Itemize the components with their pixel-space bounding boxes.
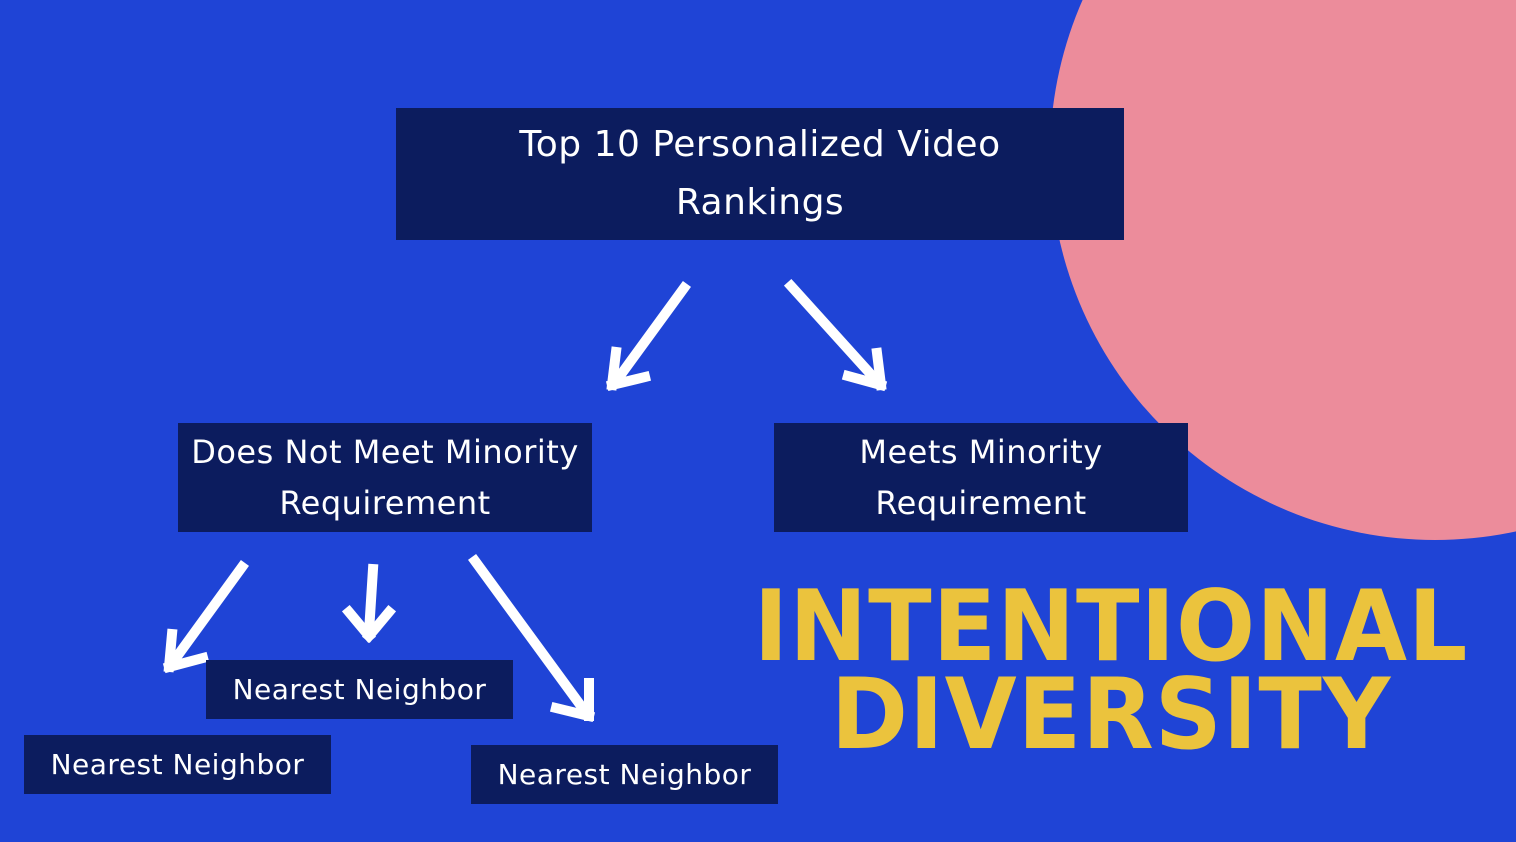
arrow-left-to-nn-far-left (162, 560, 249, 674)
meets-line-2: Requirement (875, 483, 1087, 522)
arrow-left-to-nn-right (468, 554, 596, 723)
root-line-1: Top 10 Personalized Video (519, 124, 1001, 165)
nearest-neighbor-label: Nearest Neighbor (497, 758, 752, 791)
does-not-meet-box: Does Not Meet Minority Requirement (178, 423, 592, 532)
nearest-neighbor-label: Nearest Neighbor (50, 748, 305, 781)
meets-line-1: Meets Minority (859, 432, 1103, 471)
meets-requirement-box: Meets Minority Requirement (774, 423, 1188, 532)
arrow-root-to-right (783, 278, 888, 392)
does-not-meet-line-1: Does Not Meet Minority (191, 432, 579, 471)
nearest-neighbor-label: Nearest Neighbor (232, 673, 487, 706)
arrow-left-to-nn-middle (341, 563, 397, 644)
nearest-neighbor-box-middle: Nearest Neighbor (206, 660, 513, 719)
root-ranking-box: Top 10 Personalized Video Rankings (396, 108, 1124, 240)
intentional-diversity-title: INTENTIONAL DIVERSITY (750, 570, 1472, 772)
title-line-2: DIVERSITY (830, 658, 1392, 772)
arrow-root-to-left (605, 281, 691, 392)
root-line-2: Rankings (675, 182, 845, 223)
title-line-1: INTENTIONAL (753, 570, 1469, 684)
nearest-neighbor-box-right: Nearest Neighbor (471, 745, 778, 804)
does-not-meet-line-2: Requirement (279, 483, 491, 522)
nearest-neighbor-box-left: Nearest Neighbor (24, 735, 331, 794)
